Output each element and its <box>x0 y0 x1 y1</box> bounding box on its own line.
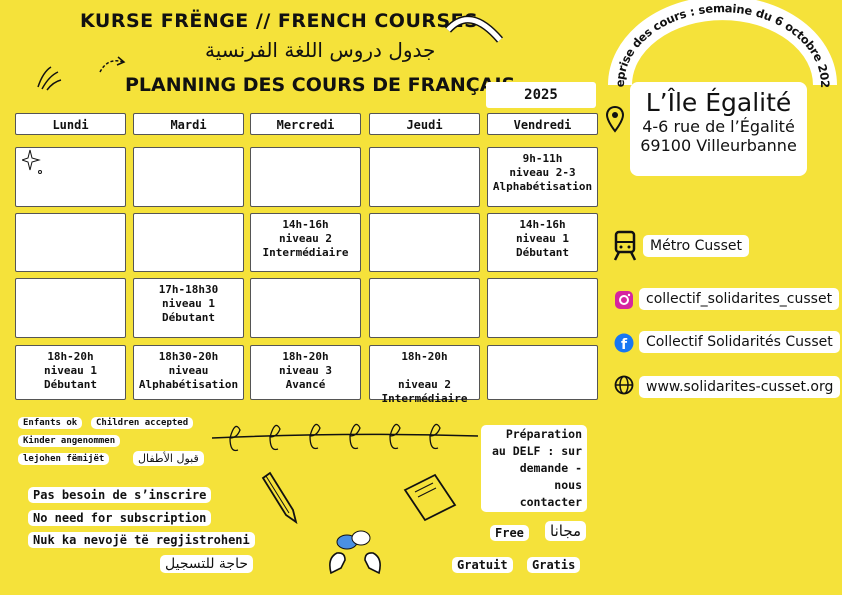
schedule-cell-line: Avancé <box>285 378 326 391</box>
sparkle-lines-icon <box>37 66 62 91</box>
registration-fr: Pas besoin de s’inscrire <box>28 487 212 503</box>
schedule-cell <box>133 147 244 207</box>
delf-note: Préparation au DELF : sur demande - nous… <box>481 425 587 512</box>
day-header-mardi: Mardi <box>133 113 244 135</box>
day-header-jeudi: Jeudi <box>369 113 480 135</box>
title-albanian-english: KURSE FRËNGE // FRENCH COURSES <box>80 10 479 32</box>
schedule-cell-line: 18h-20h <box>47 350 94 363</box>
day-header-lundi: Lundi <box>15 113 126 135</box>
registration-ar: حاجة للتسجيل <box>160 555 254 573</box>
free-ar: مجانا <box>545 521 587 541</box>
title-arabic: جدول دروس اللغة الفرنسية <box>205 38 436 62</box>
children-ar: قبول الأطفال <box>133 451 204 466</box>
schedule-cell: 18h-20h niveau 1 Débutant <box>15 345 126 400</box>
globe-icon <box>614 375 634 395</box>
schedule-cell-line <box>370 364 479 378</box>
schedule-cell-line: Intermédiaire <box>262 246 349 259</box>
schedule-cell-line: niveau 1 <box>516 232 569 245</box>
schedule-cell-line: 14h-16h <box>282 218 329 231</box>
day-header-mercredi: Mercredi <box>250 113 361 135</box>
free-fr: Gratuit <box>452 557 513 573</box>
schedule-cell: 18h30-20h niveau Alphabétisation <box>133 345 244 400</box>
schedule-cell-line: 9h-11h <box>522 152 563 165</box>
children-sq: lejohen fëmijët <box>18 453 110 465</box>
instagram-icon[interactable] <box>614 290 634 310</box>
schedule-cell-line: niveau 2 <box>279 232 332 245</box>
schedule-cell-line: niveau 2 <box>398 378 451 391</box>
schedule-cell-line: Débutant <box>44 378 97 391</box>
website-link[interactable]: www.solidarites-cusset.org <box>639 376 841 398</box>
schedule-cell-line: Intermédiaire <box>381 392 468 405</box>
venue-name: L’Île Égalité <box>645 88 792 117</box>
schedule-cell-line: niveau 1 <box>162 297 215 310</box>
location-pin-icon <box>605 105 625 133</box>
pencil-icon <box>261 471 298 525</box>
schedule-cell-line: 18h-20h <box>282 350 329 363</box>
free-en: Free <box>490 525 529 541</box>
schedule-cell-line: Alphabétisation <box>492 180 593 193</box>
venue-street: 4-6 rue de l’Égalité <box>642 117 795 136</box>
schedule-cell <box>15 278 126 338</box>
facebook-link[interactable]: Collectif Solidarités Cusset <box>639 331 840 353</box>
wave-decoration-icon <box>445 15 504 43</box>
schedule-cell-line: niveau 2-3 <box>509 166 576 179</box>
schedule-cell-line: Débutant <box>162 311 215 324</box>
schedule-cell <box>487 345 598 400</box>
schedule-cell <box>369 278 480 338</box>
garland-decoration-icon <box>211 423 479 452</box>
registration-en: No need for subscription <box>28 510 212 526</box>
children-fr: Enfants ok <box>18 417 83 429</box>
schedule-cell-line: Alphabétisation <box>138 378 239 391</box>
day-header-vendredi: Vendredi <box>487 113 598 135</box>
schedule-cell <box>133 213 244 272</box>
instagram-link[interactable]: collectif_solidarites_cusset <box>639 288 840 310</box>
children-de: Kinder angenommen <box>18 435 121 447</box>
schedule-cell <box>250 278 361 338</box>
sparkle-icon <box>22 149 42 174</box>
schedule-cell-line: niveau 3 <box>279 364 332 377</box>
schedule-cell: 18h-20h niveau 3 Avancé <box>250 345 361 400</box>
schedule-cell-line: Débutant <box>516 246 569 259</box>
facebook-icon[interactable]: f <box>614 333 634 353</box>
schedule-cell <box>250 147 361 207</box>
schedule-cell <box>369 213 480 272</box>
address-card: L’Île Égalité 4-6 rue de l’Égalité 69100… <box>630 82 807 176</box>
title-french: PLANNING DES COURS DE FRANÇAIS <box>125 74 516 96</box>
schedule-cell-line: 17h-18h30 <box>158 283 219 296</box>
schedule-cell <box>15 213 126 272</box>
schedule-cell: 9h-11h niveau 2-3 Alphabétisation <box>487 147 598 207</box>
schedule-cell <box>369 147 480 207</box>
schedule-cell-line: 18h-20h <box>401 350 448 363</box>
notebook-icon <box>403 473 457 522</box>
schedule-cell: 14h-16h niveau 1 Débutant <box>487 213 598 272</box>
free-sq: Gratis <box>527 557 581 573</box>
arrow-icon <box>99 56 126 73</box>
schedule-cell <box>15 147 126 207</box>
schedule-cell-line: niveau <box>168 364 209 377</box>
conversation-icon <box>329 530 381 575</box>
registration-sq: Nuk ka nevojë të regjistroheni <box>28 532 255 548</box>
schedule-cell: 14h-16h niveau 2 Intermédiaire <box>250 213 361 272</box>
svg-text:f: f <box>621 337 628 353</box>
venue-city: 69100 Villeurbanne <box>640 136 797 155</box>
children-en: Children accepted <box>91 417 194 429</box>
schedule-cell: 17h-18h30 niveau 1 Débutant <box>133 278 244 338</box>
schedule-cell-line: 18h30-20h <box>158 350 219 363</box>
schedule-cell <box>487 278 598 338</box>
metro-train-icon <box>613 230 637 261</box>
schedule-cell-line: 14h-16h <box>519 218 566 231</box>
schedule-cell-line: niveau 1 <box>44 364 97 377</box>
metro-label: Métro Cusset <box>643 235 749 257</box>
reprise-banner: Reprise des cours : semaine du 6 octobre… <box>600 0 837 88</box>
year-label: 2025 <box>486 82 596 108</box>
schedule-cell: 18h-20h niveau 2 Intermédiaire <box>369 345 480 405</box>
